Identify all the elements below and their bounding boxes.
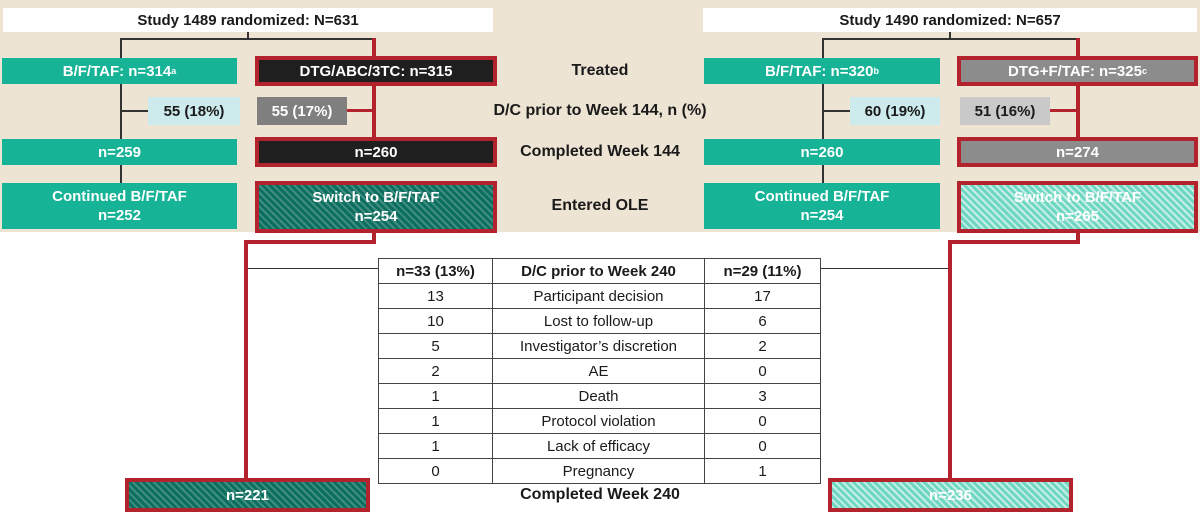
stage-label-completed144: Completed Week 144 — [520, 143, 680, 160]
table-row: 2 AE 0 — [378, 358, 821, 384]
cell-reason: Investigator’s discretion — [492, 333, 705, 359]
table-row: 1 Protocol violation 0 — [378, 408, 821, 434]
cell-1489: 5 — [378, 333, 493, 359]
study-1489-bftaf-treated-label: B/F/TAF: n=314 — [62, 62, 172, 80]
connector-1489-dc-tick — [120, 110, 148, 112]
study-1490-switch-ole: Switch to B/F/TAF n=265 — [957, 181, 1198, 233]
cell-reason: Lost to follow-up — [492, 308, 705, 334]
cell-1490: 3 — [704, 383, 821, 409]
cell-reason: Participant decision — [492, 283, 705, 309]
study-1489-comparator-completed144: n=260 — [255, 137, 497, 167]
study-1490-ole-switch-line2: n=265 — [1056, 208, 1099, 225]
red-path-1489-horizontal — [244, 240, 376, 244]
table-row: 5 Investigator’s discretion 2 — [378, 333, 821, 359]
study-1489-switch-ole: Switch to B/F/TAF n=254 — [255, 181, 497, 233]
study-1490-comparator-treated: DTG+F/TAF: n=325 c — [957, 56, 1198, 86]
dc-week240-table: n=33 (13%) D/C prior to Week 240 n=29 (1… — [378, 258, 821, 484]
study-1490-comparator-treated-label: DTG+F/TAF: n=325 — [1008, 62, 1142, 80]
study-1489-randomized: Study 1489 randomized: N=631 — [3, 8, 493, 32]
red-path-1490-long-down — [948, 240, 952, 480]
cell-reason: Lack of efficacy — [492, 433, 705, 459]
table-row: 1 Lack of efficacy 0 — [378, 433, 821, 459]
study-1490-comparator-dc144: 51 (16%) — [960, 97, 1050, 125]
table-row: 10 Lost to follow-up 6 — [378, 308, 821, 334]
table-row: 1 Death 3 — [378, 383, 821, 409]
cell-1490: 2 — [704, 333, 821, 359]
cell-reason: Protocol violation — [492, 408, 705, 434]
connector-1489-bftaf-down — [120, 84, 122, 184]
study-1489-ole-bftaf-line2: n=252 — [98, 207, 141, 224]
cell-reason: Death — [492, 383, 705, 409]
red-path-1490-dc-tick — [1050, 109, 1078, 112]
study-1490-randomized: Study 1490 randomized: N=657 — [703, 8, 1197, 32]
connector-1489-left-down — [120, 38, 122, 58]
connector-table-right — [820, 268, 948, 269]
study-1490-bftaf-ole: Continued B/F/TAF n=254 — [704, 183, 940, 229]
cell-1489: 1 — [378, 383, 493, 409]
cell-1490: 6 — [704, 308, 821, 334]
table-row: 0 Pregnancy 1 — [378, 458, 821, 484]
study-1490-bftaf-completed144: n=260 — [704, 139, 940, 165]
cell-1490: 17 — [704, 283, 821, 309]
study-1489-bftaf-dc144: 55 (18%) — [148, 97, 240, 125]
cell-1489: 13 — [378, 283, 493, 309]
cell-1490: 1 — [704, 458, 821, 484]
connector-table-left — [248, 268, 378, 269]
study-1489-completed240: n=221 — [125, 478, 370, 512]
cell-1489: 1 — [378, 408, 493, 434]
red-path-1489-dc-tick — [347, 109, 375, 112]
dc-table-header-1489: n=33 (13%) — [378, 258, 493, 284]
stage-label-entered-ole: Entered OLE — [551, 197, 649, 214]
stage-label-treated: Treated — [571, 62, 629, 79]
cell-1489: 10 — [378, 308, 493, 334]
study-1489-bftaf-completed144: n=259 — [2, 139, 237, 165]
study-1489-comparator-dc144: 55 (17%) — [257, 97, 347, 125]
cell-1489: 1 — [378, 433, 493, 459]
connector-1490-left-down — [822, 38, 824, 58]
connector-1490-center — [949, 30, 951, 40]
cell-reason: Pregnancy — [492, 458, 705, 484]
connector-1490-dc-tick — [822, 110, 850, 112]
red-path-1489-ole-down — [372, 230, 376, 244]
connector-1489-center — [247, 30, 249, 40]
study-1490-ole-bftaf-line1: Continued B/F/TAF — [754, 188, 890, 205]
study-1490-comparator-completed144: n=274 — [957, 137, 1198, 167]
stage-label-completed240: Completed Week 240 — [520, 486, 680, 503]
study-1489-comparator-treated: DTG/ABC/3TC: n=315 — [255, 56, 497, 86]
red-path-1489-top — [372, 38, 376, 60]
dc-table-header-row: n=33 (13%) D/C prior to Week 240 n=29 (1… — [378, 258, 821, 284]
red-path-1490-top — [1076, 38, 1080, 60]
connector-1490-bftaf-down — [822, 84, 824, 184]
study-1490-bftaf-treated-label: B/F/TAF: n=320 — [765, 62, 874, 80]
study-1489-bftaf-treated: B/F/TAF: n=314 a — [2, 58, 237, 84]
study-1490-ole-switch-line1: Switch to B/F/TAF — [1013, 189, 1142, 206]
red-path-1490-horizontal — [948, 240, 1080, 244]
dc-table-header-reason: D/C prior to Week 240 — [492, 258, 705, 284]
dc-table-header-1490: n=29 (11%) — [704, 258, 821, 284]
study-1490-bftaf-dc144: 60 (19%) — [850, 97, 940, 125]
red-path-1490-ole-down — [1076, 230, 1080, 244]
cell-reason: AE — [492, 358, 705, 384]
cell-1490: 0 — [704, 433, 821, 459]
study-1489-ole-switch-line1: Switch to B/F/TAF — [312, 189, 440, 206]
study-1489-ole-bftaf-line1: Continued B/F/TAF — [52, 188, 187, 205]
study-1490-bftaf-treated: B/F/TAF: n=320 b — [704, 58, 940, 84]
cell-1490: 0 — [704, 408, 821, 434]
cell-1490: 0 — [704, 358, 821, 384]
study-1490-ole-bftaf-line2: n=254 — [800, 207, 844, 224]
red-path-1489-long-down — [244, 240, 248, 480]
study-1489-ole-switch-line2: n=254 — [354, 208, 398, 225]
table-row: 13 Participant decision 17 — [378, 283, 821, 309]
cell-1489: 2 — [378, 358, 493, 384]
study-1490-completed240: n=236 — [828, 478, 1073, 512]
study-1489-bftaf-ole: Continued B/F/TAF n=252 — [2, 183, 237, 229]
stage-label-dc144: D/C prior to Week 144, n (%) — [493, 102, 707, 119]
red-path-1490-treated-down — [1076, 84, 1080, 138]
